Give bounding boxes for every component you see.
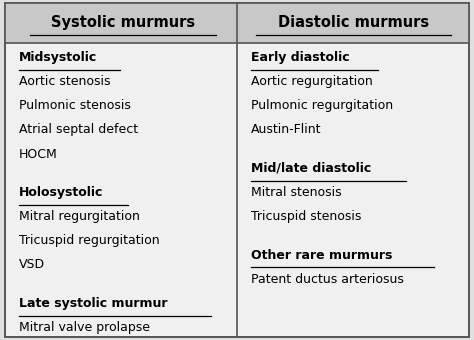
FancyBboxPatch shape bbox=[237, 3, 469, 42]
Text: Atrial septal defect: Atrial septal defect bbox=[19, 123, 138, 136]
Text: Tricuspid regurgitation: Tricuspid regurgitation bbox=[19, 234, 160, 247]
Text: Mitral regurgitation: Mitral regurgitation bbox=[19, 210, 140, 223]
Text: Other rare murmurs: Other rare murmurs bbox=[251, 249, 392, 261]
Text: Mitral valve prolapse: Mitral valve prolapse bbox=[19, 321, 150, 334]
Text: Pulmonic stenosis: Pulmonic stenosis bbox=[19, 99, 131, 112]
Text: Tricuspid stenosis: Tricuspid stenosis bbox=[251, 210, 362, 223]
Text: Late systolic murmur: Late systolic murmur bbox=[19, 297, 167, 310]
Text: Early diastolic: Early diastolic bbox=[251, 51, 350, 64]
Text: Diastolic murmurs: Diastolic murmurs bbox=[278, 15, 428, 31]
Text: VSD: VSD bbox=[19, 258, 45, 271]
Text: Mid/late diastolic: Mid/late diastolic bbox=[251, 162, 372, 175]
Text: Aortic regurgitation: Aortic regurgitation bbox=[251, 75, 373, 88]
Text: Patent ductus arteriosus: Patent ductus arteriosus bbox=[251, 273, 404, 286]
Text: HOCM: HOCM bbox=[19, 148, 58, 160]
Text: Mitral stenosis: Mitral stenosis bbox=[251, 186, 342, 199]
Text: Aortic stenosis: Aortic stenosis bbox=[19, 75, 110, 88]
FancyBboxPatch shape bbox=[5, 3, 469, 337]
FancyBboxPatch shape bbox=[5, 3, 237, 42]
Text: Holosystolic: Holosystolic bbox=[19, 186, 103, 199]
Text: Midsystolic: Midsystolic bbox=[19, 51, 97, 64]
Text: Pulmonic regurgitation: Pulmonic regurgitation bbox=[251, 99, 393, 112]
Text: Austin-Flint: Austin-Flint bbox=[251, 123, 322, 136]
Text: Systolic murmurs: Systolic murmurs bbox=[51, 15, 195, 31]
